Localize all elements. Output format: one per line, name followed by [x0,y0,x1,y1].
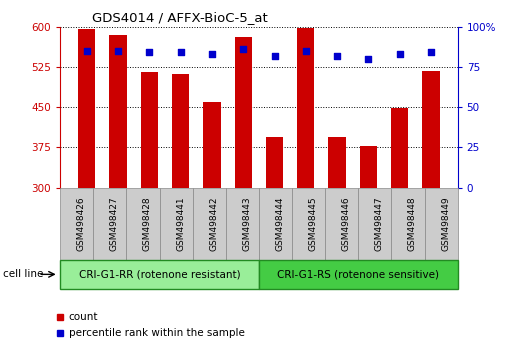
Point [270,53,279,58]
Text: GSM498442: GSM498442 [209,197,218,251]
Text: GSM498449: GSM498449 [441,196,450,251]
Text: GSM498443: GSM498443 [242,196,252,251]
Point [395,51,404,57]
Bar [235,37,252,188]
Bar [328,137,346,188]
Text: GSM498446: GSM498446 [342,196,351,251]
Text: GSM498441: GSM498441 [176,196,185,251]
Text: GSM498427: GSM498427 [110,196,119,251]
Point [239,46,247,52]
Text: GSM498448: GSM498448 [408,196,417,251]
Bar [360,146,377,188]
Bar [109,35,127,188]
Text: CRI-G1-RS (rotenone sensitive): CRI-G1-RS (rotenone sensitive) [277,269,439,279]
Text: CRI-G1-RR (rotenone resistant): CRI-G1-RR (rotenone resistant) [78,269,241,279]
Bar [172,74,189,188]
Text: GSM498426: GSM498426 [77,196,86,251]
Text: GDS4014 / AFFX-BioC-5_at: GDS4014 / AFFX-BioC-5_at [92,11,268,24]
Bar [203,102,221,188]
Text: GSM498447: GSM498447 [375,196,384,251]
Point [302,48,310,53]
Bar [297,28,314,188]
Text: count: count [69,312,98,322]
Point [83,48,91,53]
Bar [266,137,283,188]
Point [333,53,342,58]
Bar [391,108,408,188]
Point [427,50,435,55]
Point [176,50,185,55]
Text: GSM498428: GSM498428 [143,196,152,251]
Text: percentile rank within the sample: percentile rank within the sample [69,329,244,338]
Text: cell line: cell line [3,269,43,279]
Point [364,56,372,62]
Point [114,48,122,53]
Bar [423,70,439,188]
Text: GSM498444: GSM498444 [276,197,285,251]
Text: GSM498445: GSM498445 [309,196,317,251]
Point [145,50,154,55]
Bar [141,72,158,188]
Point [208,51,216,57]
Bar [78,29,95,188]
